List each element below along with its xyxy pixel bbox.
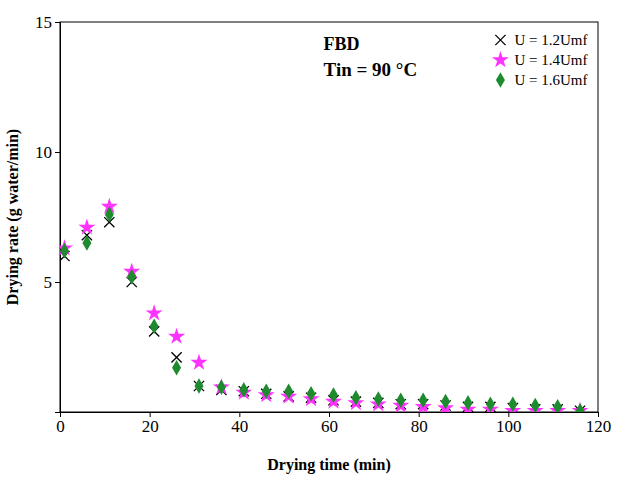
legend-symbol [495, 35, 505, 45]
tick-label: 20 [142, 417, 159, 436]
plot: 0 20 40 60 80 100 120 5 10 15 FBD Tin = 90 °C U = 1.… [35, 13, 611, 436]
tick: 10 [35, 143, 60, 162]
legend-symbol [492, 51, 509, 67]
point [60, 243, 69, 259]
point [127, 269, 136, 285]
tick-label: 10 [35, 143, 52, 162]
point [172, 360, 181, 376]
point [486, 396, 495, 412]
point [146, 304, 163, 320]
point [351, 390, 360, 406]
chart: 0 20 40 60 80 100 120 5 10 15 FBD Tin = 90 °C U = 1.… [0, 0, 624, 492]
point [217, 380, 226, 396]
tick-mark [55, 152, 60, 153]
series [60, 207, 585, 412]
annotation: FBD [324, 34, 360, 54]
tick-label: 0 [56, 417, 65, 436]
x-axis-title: Drying time (min) [267, 456, 391, 474]
tick: 20 [142, 412, 159, 436]
legend-label: U = 1.6Umf [514, 72, 587, 88]
legend-item: U = 1.6Umf [496, 72, 588, 88]
marks [60, 198, 589, 412]
tick-label: 15 [35, 13, 52, 32]
point [329, 387, 338, 403]
legend-symbol [496, 72, 505, 88]
point [553, 399, 562, 412]
point [284, 383, 293, 399]
tick: 60 [321, 412, 338, 436]
tick: 100 [496, 412, 522, 436]
y-axis-title: Drying rate (g water/min) [4, 129, 22, 305]
tick-label: 100 [496, 417, 522, 436]
point [307, 386, 316, 402]
point [531, 398, 540, 412]
tick-label: 120 [586, 417, 612, 436]
series [60, 198, 589, 412]
legend-item: U = 1.2Umf [495, 32, 587, 48]
annotation: Tin = 90 °C [324, 59, 418, 80]
tick-label: 80 [411, 417, 428, 436]
point [150, 318, 159, 334]
point [262, 383, 271, 399]
point [194, 378, 203, 394]
tick-mark [55, 22, 60, 23]
point [374, 391, 383, 407]
tick-label: 40 [231, 417, 248, 436]
point [396, 393, 405, 409]
point [508, 396, 517, 412]
legend: U = 1.2Umf U = 1.4Umf U = 1.6Umf [492, 32, 588, 88]
point [82, 235, 91, 251]
point [168, 328, 185, 344]
point [213, 378, 230, 394]
point [572, 402, 589, 412]
tick: 40 [231, 412, 248, 436]
legend-label: U = 1.4Umf [514, 52, 587, 68]
legend-label: U = 1.2Umf [514, 32, 587, 48]
point [463, 395, 472, 411]
point [419, 393, 428, 409]
y-axis: 5 10 15 [35, 13, 61, 413]
tick: 120 [586, 412, 612, 436]
tick-mark [55, 282, 60, 283]
plot-frame [60, 22, 598, 412]
point [105, 207, 114, 223]
point [239, 382, 248, 398]
tick: 0 [56, 412, 65, 436]
axis-line [55, 23, 61, 413]
series [60, 217, 585, 412]
legend-item: U = 1.4Umf [492, 51, 588, 68]
tick: 15 [35, 13, 60, 32]
point [190, 354, 207, 370]
x-axis: 0 20 40 60 80 100 120 [56, 412, 611, 436]
tick: 5 [44, 273, 61, 292]
tick-label: 5 [44, 273, 53, 292]
point [441, 394, 450, 410]
tick-label: 60 [321, 417, 338, 436]
tick: 80 [411, 412, 428, 436]
point [78, 218, 95, 234]
point [576, 403, 585, 412]
